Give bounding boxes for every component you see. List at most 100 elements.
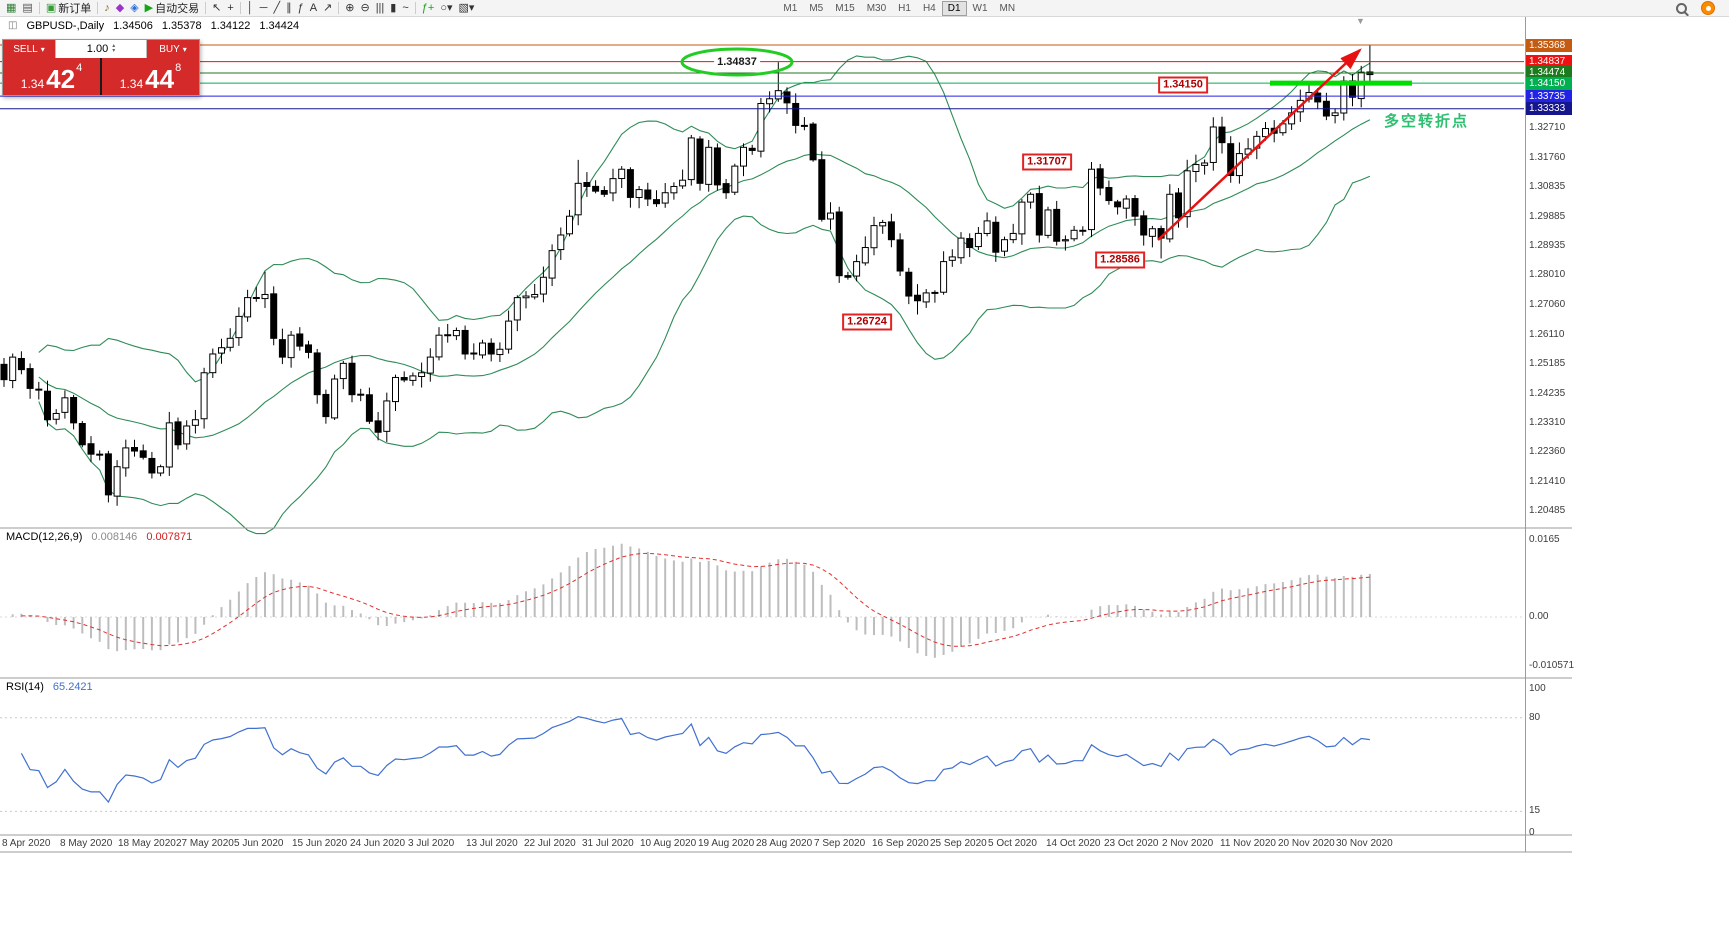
text-icon[interactable]: A (309, 1, 318, 14)
price-tick[interactable]: 1.24235 (1529, 387, 1566, 399)
annotation-note[interactable]: 多空转折点 (1384, 113, 1470, 130)
search-icon[interactable] (1673, 1, 1690, 16)
time-label[interactable]: 18 May 2020 (118, 838, 176, 849)
price-tick[interactable]: 1.30835 (1529, 180, 1566, 192)
time-label[interactable]: 30 Nov 2020 (1336, 838, 1393, 849)
candle (1018, 201, 1026, 235)
line-chart-icon[interactable]: ~ (402, 1, 409, 14)
buy-button[interactable]: BUY ▾ (147, 40, 199, 58)
community-icon[interactable] (1698, 1, 1718, 16)
trend-arrow[interactable] (1157, 48, 1362, 241)
zoom-out-icon[interactable]: ⊖ (360, 1, 370, 14)
arrow-tool-icon[interactable]: ↗ (323, 1, 333, 14)
annotation-ellipse[interactable] (680, 47, 794, 77)
time-label[interactable]: 11 Nov 2020 (1220, 838, 1276, 849)
buy-price-button[interactable]: 1.34 44 8 (102, 58, 199, 95)
sell-button[interactable]: SELL ▾ (3, 40, 55, 58)
time-label[interactable]: 3 Jul 2020 (408, 838, 455, 849)
price-flag[interactable]: 1.26724 (842, 313, 892, 331)
price-tick[interactable]: 1.32710 (1529, 122, 1566, 134)
timeframe-m5[interactable]: M5 (809, 2, 824, 14)
price-tick[interactable]: 1.23310 (1529, 416, 1566, 428)
volume-up-icon[interactable]: ▴ (112, 43, 116, 49)
bar-chart-icon[interactable]: ||| (375, 1, 385, 14)
templates-icon[interactable]: ▧▾ (458, 1, 475, 14)
profiles-icon[interactable]: ▤ (22, 1, 33, 14)
candle (844, 275, 852, 278)
time-label[interactable]: 7 Sep 2020 (814, 838, 866, 849)
price-tick[interactable]: 1.25185 (1529, 357, 1566, 369)
timeframe-mn[interactable]: MN (999, 2, 1016, 14)
highlight-bar[interactable] (1270, 80, 1412, 86)
time-label[interactable]: 22 Jul 2020 (524, 838, 576, 849)
mailbox-icon[interactable]: ◆ (115, 1, 125, 14)
trendline-icon[interactable]: ╱ (273, 1, 281, 14)
volume-down-icon[interactable]: ▾ (112, 48, 116, 54)
crosshair-icon[interactable]: + (227, 1, 234, 14)
time-label[interactable]: 31 Jul 2020 (582, 838, 634, 849)
timeframe-m15[interactable]: M15 (835, 2, 855, 14)
time-label[interactable]: 27 May 2020 (176, 838, 234, 849)
time-label[interactable]: 5 Jun 2020 (234, 838, 284, 849)
timeframe-m30[interactable]: M30 (866, 2, 887, 14)
price-tick[interactable]: 1.29885 (1529, 210, 1566, 222)
price-tick[interactable]: 1.28010 (1529, 269, 1566, 281)
time-label[interactable]: 24 Jun 2020 (350, 838, 406, 849)
time-label[interactable]: 23 Oct 2020 (1104, 838, 1159, 849)
volume-spinner[interactable]: ▴ ▾ (112, 43, 116, 54)
candlestick-icon[interactable]: ▮ (390, 1, 397, 14)
sell-price-button[interactable]: 1.34 42 4 (3, 58, 100, 95)
price-tick[interactable]: 1.27060 (1529, 299, 1566, 311)
alert-sound-icon[interactable]: ♪ (104, 1, 110, 14)
channel-icon[interactable]: ∥ (286, 1, 292, 14)
time-label[interactable]: 28 Aug 2020 (756, 838, 813, 849)
price-tick[interactable]: 1.31760 (1529, 151, 1566, 163)
time-label[interactable]: 10 Aug 2020 (640, 838, 697, 849)
new-chart-icon[interactable]: ▦ (6, 1, 17, 14)
new-order-button[interactable]: ▣ 新订单 (45, 1, 92, 16)
price-tick[interactable]: 1.26110 (1529, 328, 1565, 340)
timeframe-m1[interactable]: M1 (783, 2, 798, 14)
time-label[interactable]: 19 Aug 2020 (698, 838, 755, 849)
time-label[interactable]: 15 Jun 2020 (292, 838, 348, 849)
fibonacci-icon[interactable]: ƒ (297, 1, 304, 14)
scroll-end-marker[interactable]: ▼ (1356, 16, 1365, 26)
zoom-in-icon[interactable]: ⊕ (345, 1, 355, 14)
price-tick[interactable]: 1.21410 (1529, 476, 1566, 488)
timeframe-h4[interactable]: H4 (922, 2, 936, 14)
time-label[interactable]: 5 Oct 2020 (988, 838, 1037, 849)
time-label[interactable]: 13 Jul 2020 (466, 838, 518, 849)
volume-input[interactable]: 1.00 ▴ ▾ (55, 40, 147, 58)
price-flag[interactable]: 1.34150 (1158, 76, 1208, 94)
indicators-icon[interactable]: ƒ+ (421, 1, 435, 14)
horizontal-line-icon[interactable]: ─ (259, 1, 268, 14)
price-flag[interactable]: 1.31707 (1022, 153, 1072, 171)
time-label[interactable]: 25 Sep 2020 (930, 838, 987, 849)
candle (722, 183, 730, 194)
toolbar-right (1673, 1, 1726, 16)
timeframe-w1[interactable]: W1 (972, 2, 988, 14)
price-flag[interactable]: 1.28586 (1095, 251, 1145, 269)
periods-dropdown-icon[interactable]: ○▾ (440, 1, 453, 14)
time-label[interactable]: 8 May 2020 (60, 838, 113, 849)
macd-header: MACD(12,26,9) 0.008146 0.007871 (6, 531, 192, 543)
time-label[interactable]: 20 Nov 2020 (1278, 838, 1335, 849)
vertical-line-icon[interactable]: │ (246, 1, 254, 14)
time-label[interactable]: 2 Nov 2020 (1162, 838, 1214, 849)
cursor-icon[interactable]: ↖ (212, 1, 222, 14)
candle (0, 363, 8, 381)
time-label[interactable]: 16 Sep 2020 (872, 838, 929, 849)
timeframe-d1[interactable]: D1 (941, 0, 967, 16)
time-label[interactable]: 14 Oct 2020 (1046, 838, 1101, 849)
time-label[interactable]: 8 Apr 2020 (2, 838, 51, 849)
price-tick[interactable]: 1.20485 (1529, 504, 1566, 516)
timeframe-h1[interactable]: H1 (898, 2, 911, 14)
price-tick[interactable]: 1.28935 (1529, 240, 1566, 252)
autotrading-button[interactable]: ▶ 自动交易 (144, 1, 200, 16)
candle (487, 342, 495, 355)
price-tick[interactable]: 1.22360 (1529, 446, 1566, 458)
news-icon[interactable]: ◈ (130, 1, 139, 14)
candle (252, 296, 260, 299)
annotation-ellipse-label[interactable]: 1.34837 (714, 56, 760, 68)
